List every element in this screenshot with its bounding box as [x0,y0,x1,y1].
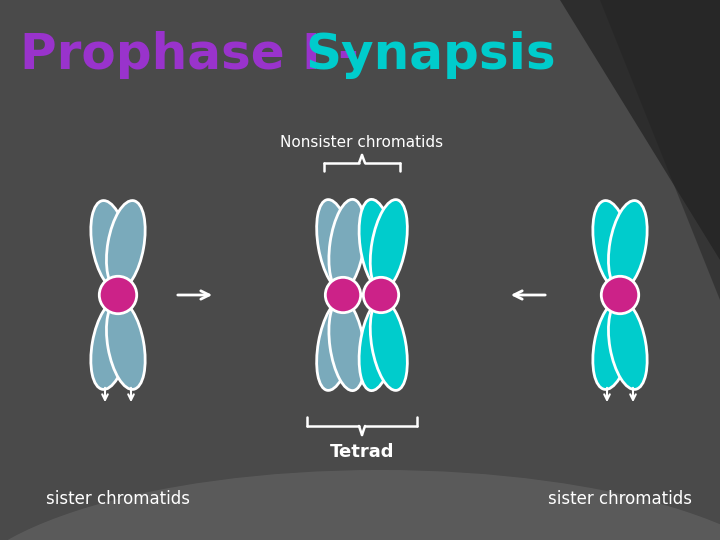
Ellipse shape [593,200,631,289]
Ellipse shape [0,470,720,540]
Ellipse shape [370,300,408,390]
Ellipse shape [593,301,631,389]
Polygon shape [530,0,720,300]
Ellipse shape [317,200,354,291]
Circle shape [99,276,137,314]
Ellipse shape [107,200,145,289]
Text: Synapsis: Synapsis [305,31,556,79]
Ellipse shape [91,200,130,289]
Ellipse shape [107,301,145,389]
Ellipse shape [329,199,365,291]
Text: sister chromatids: sister chromatids [548,490,692,508]
Ellipse shape [91,301,130,389]
Ellipse shape [359,299,395,390]
Text: Prophase I -: Prophase I - [20,31,359,79]
Ellipse shape [608,200,647,289]
Ellipse shape [608,301,647,389]
Text: Nonsister chromatids: Nonsister chromatids [280,135,444,150]
Circle shape [364,278,399,313]
Ellipse shape [329,299,365,390]
Polygon shape [560,0,720,260]
Circle shape [325,278,361,313]
Ellipse shape [317,300,354,390]
Ellipse shape [359,199,395,291]
Ellipse shape [370,200,408,291]
Circle shape [601,276,639,314]
Text: Tetrad: Tetrad [330,443,395,461]
Text: sister chromatids: sister chromatids [46,490,190,508]
